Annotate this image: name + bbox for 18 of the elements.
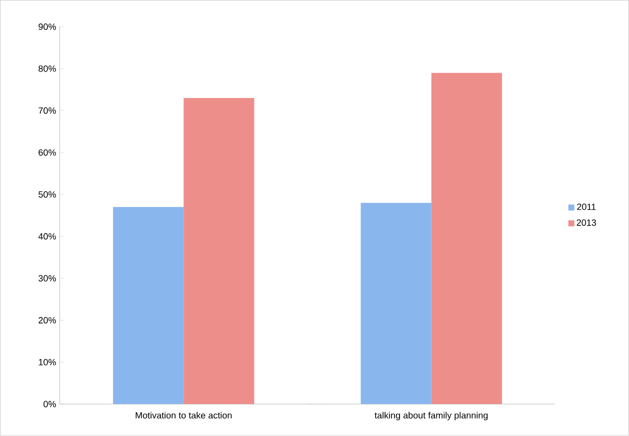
bar	[113, 207, 184, 404]
y-tick-label: 60%	[38, 149, 56, 156]
bar	[431, 72, 502, 404]
y-tick-label: 70%	[38, 107, 56, 114]
bar	[184, 98, 254, 404]
y-tick-label: 0%	[44, 400, 56, 408]
x-tick-label: Motivation to take action	[136, 412, 232, 419]
x-tick-label: talking about family planning	[374, 412, 488, 420]
y-tick-label: 40%	[38, 233, 56, 240]
y-tick-label: 10%	[38, 359, 56, 366]
y-tick-label: 30%	[38, 275, 56, 282]
legend-label: 2013	[576, 219, 596, 226]
y-tick-label: 90%	[38, 24, 56, 30]
legend-label: 2011	[577, 204, 596, 210]
y-tick-label: 20%	[38, 317, 56, 324]
y-tick-label: 50%	[38, 191, 56, 198]
bar	[360, 202, 432, 404]
y-tick-label: 80%	[38, 66, 56, 72]
